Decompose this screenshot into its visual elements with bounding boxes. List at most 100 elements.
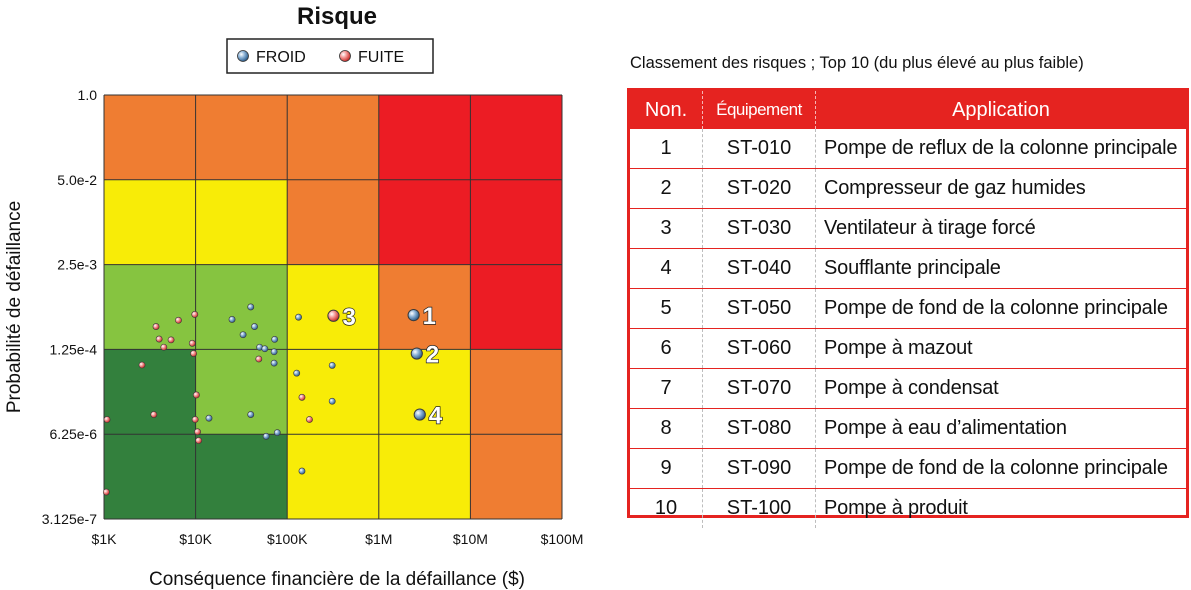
risk-cell [104,349,196,435]
cell-rank: 1 [660,137,672,159]
risk-cell [470,95,562,180]
fuite-point [306,416,313,423]
froid-point [273,429,281,437]
point-label: 4 [429,403,443,430]
cell-rank: 7 [630,368,703,409]
x-tick-label: $10M [453,531,488,547]
cell-equipment: ST-040 [702,248,816,289]
y-tick-label: 2.5e-3 [57,257,97,273]
point-label: 2 [426,342,439,369]
table-row: 1 ST-010 Pompe de reflux de la colonne p… [630,129,1186,169]
risk-cell [470,349,562,435]
froid-point [295,313,302,321]
table-row: 3 ST-030 Ventilateur à tirage forcé [630,208,1186,249]
table-row: 9 ST-090 Pompe de fond de la colonne pri… [630,448,1186,489]
fuite-point [175,316,182,324]
fuite-point [167,336,175,344]
cell-rank: 3 [630,208,703,249]
cell-application: Compresseur de gaz humides [815,168,1186,209]
header-equipment: Équipement [702,91,816,129]
header-rank: Non. [630,91,703,129]
risk-chart: Risque FROID FUITE 1.0 5.0e-2 2.5e-3 1.25e-… [4,3,584,590]
froid-point [271,335,279,343]
cell-equipment: ST-100 [702,488,816,528]
risk-cell [378,95,471,180]
cell-application: Ventilateur à tirage forcé [815,208,1186,249]
table-title: Classement des risques ; Top 10 (du plus… [630,54,1084,72]
y-tick-label: 1.25e-4 [50,341,98,357]
cell-equipment: ST-020 [702,168,816,209]
risk-cell [378,434,471,519]
cell-rank: 5 [630,288,703,329]
risk-cell [195,95,288,180]
risk-cell [287,434,379,519]
y-gridlines [104,94,562,520]
risk-cell [378,349,471,435]
cell-equipment: ST-030 [702,208,816,249]
fuite-point [191,311,199,318]
risk-cell [378,264,471,350]
legend-marker-fuite [339,50,351,62]
cell-rank: 8 [630,408,703,449]
fuite-point [150,411,158,418]
fuite-point [103,416,111,423]
froid-point [328,362,336,369]
cell-equipment: ST-070 [702,368,816,409]
x-tick-labels: $1K $10K $100K $1M $10M $100M [92,531,584,547]
legend-label-froid: FROID [256,49,306,66]
table-row: 7 ST-070 Pompe à condensat [630,368,1186,409]
fuite-point [160,343,168,351]
risk-cell [104,264,196,350]
risk-cell [287,95,379,180]
legend-box [226,38,434,74]
cell-equipment: ST-060 [702,328,816,369]
cell-application: Pompe de reflux de la colonne principale [815,129,1186,169]
froid-point [239,331,247,339]
data-points: 1 2 4 3 [102,302,443,496]
froid-point [410,347,423,360]
fuite-point [192,391,200,399]
risk-matrix [104,95,562,519]
y-tick-label: 6.25e-6 [50,426,98,442]
froid-point [407,308,420,322]
chart-title: Risque [297,3,377,30]
fuite-point [255,355,263,363]
risk-cell [470,434,562,519]
cell-rank: 4 [630,248,703,289]
x-gridlines [103,95,563,519]
cell-application: Pompe à produit [815,488,1186,528]
table-row: 4 ST-040 Soufflante principale [630,248,1186,289]
x-tick-label: $1M [365,531,392,547]
cell-equipment: ST-010 [702,129,816,169]
fuite-point [190,350,197,357]
cell-rank: 6 [630,328,703,369]
fuite-point [195,437,203,444]
x-tick-label: $1K [92,531,118,547]
cell-equipment: ST-050 [702,288,816,329]
cell-equipment: ST-090 [702,448,816,489]
froid-point [270,348,278,356]
cell-application: Pompe de fond de la colonne principale [815,448,1186,489]
y-tick-label: 1.0 [78,87,98,103]
froid-point [251,323,258,330]
risk-ranking-table: Non. Équipement Application 1 ST-010 Pom… [627,88,1189,528]
x-tick-label: $100K [267,531,308,547]
y-tick-label: 5.0e-2 [57,172,97,188]
cell-application: Soufflante principale [815,248,1186,289]
table-header-row: Non. Équipement Application [630,91,1186,129]
fuite-point [155,335,163,343]
y-tick-labels: 1.0 5.0e-2 2.5e-3 1.25e-4 6.25e-6 3.125e-7 [42,87,97,527]
x-axis-label: Conséquence financière de la défaillance… [149,569,525,590]
table-row: 10 ST-100 Pompe à produit [630,488,1186,528]
table-row: 6 ST-060 Pompe à mazout [630,328,1186,369]
point-label: 1 [423,303,436,330]
froid-point [298,467,306,475]
risk-cell [104,434,196,519]
cell-equipment: ST-080 [702,408,816,449]
legend-marker-froid [237,50,249,62]
table-row: 2 ST-020 Compresseur de gaz humides [630,168,1186,209]
froid-point [205,414,213,422]
froid-point [413,408,426,421]
legend: FROID FUITE [226,38,434,74]
table-row: 8 ST-080 Pompe à eau d’alimentation [630,408,1186,449]
